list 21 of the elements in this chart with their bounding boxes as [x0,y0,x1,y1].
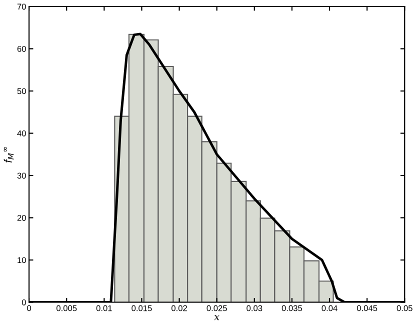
x-tick-label: 0.01 [96,305,112,312]
y-tick-label: 0 [22,299,26,306]
y-tick-label: 50 [17,88,26,94]
x-axis-title: x [214,315,220,320]
x-tick-label: 0.05 [396,305,412,312]
x-tick-label: 0.005 [56,305,77,312]
y-axis-title: f$_{M}$$^{∞}$ [4,146,14,163]
y-tick-label: 60 [17,46,26,52]
x-tick-label: 0.03 [246,305,262,312]
y-tick-label: 10 [18,257,26,264]
x-tick-label: 0.02 [171,305,187,312]
y-tick-label: 40 [17,130,26,136]
y-tick-label: 70 [17,4,26,10]
y-tick-label: 30 [17,172,26,179]
x-tick-label: 0 [27,305,32,312]
x-tick-label: 0.045 [356,305,378,312]
y-tick-label: 20 [17,214,26,221]
x-tick-label: 0.035 [282,305,302,312]
x-tick-label: 0.025 [206,305,227,312]
x-tick-label: 0.04 [322,305,338,312]
x-tick-label: 0.015 [132,305,152,312]
